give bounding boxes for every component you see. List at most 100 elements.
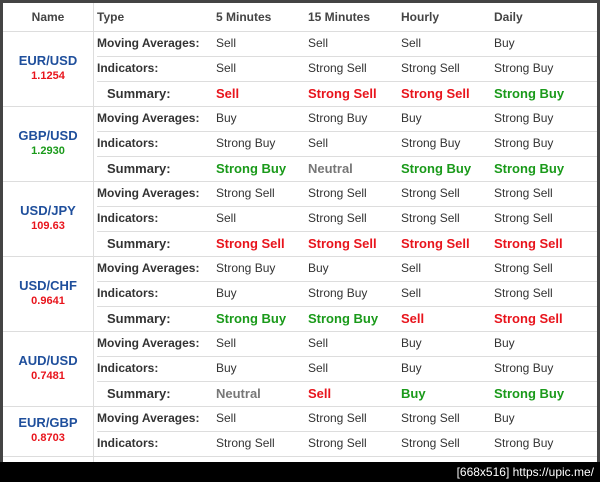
pair-name: AUD/USD: [18, 352, 78, 368]
divider: [97, 281, 597, 282]
divider: [97, 156, 597, 157]
row-label: Indicators:: [97, 61, 159, 75]
summary-value: Strong Buy: [216, 311, 287, 326]
signal-value: Strong Buy: [494, 436, 554, 450]
summary-value: Buy: [401, 386, 426, 401]
divider: [3, 256, 597, 257]
summary-value: Strong Sell: [216, 236, 285, 251]
divider: [3, 406, 597, 407]
row-label: Summary:: [107, 161, 171, 176]
divider: [3, 331, 597, 332]
summary-value: Strong Buy: [494, 86, 565, 101]
summary-value: Sell: [216, 86, 240, 101]
signal-value: Strong Sell: [308, 61, 367, 75]
row-label: Indicators:: [97, 361, 159, 375]
row-label: Indicators:: [97, 136, 159, 150]
signal-value: Strong Buy: [494, 111, 554, 125]
signal-value: Strong Sell: [494, 211, 553, 225]
signal-value: Sell: [308, 36, 329, 50]
summary-value: Neutral: [308, 161, 353, 176]
summary-value: Strong Sell: [401, 86, 470, 101]
signal-value: Strong Sell: [308, 211, 367, 225]
summary-value: Strong Sell: [494, 236, 563, 251]
signal-value: Sell: [216, 411, 237, 425]
footer: [668x516] https://upic.me/: [0, 462, 600, 482]
divider: [97, 131, 597, 132]
divider: [97, 306, 597, 307]
signal-value: Strong Buy: [216, 136, 276, 150]
signal-value: Buy: [401, 336, 422, 350]
column-header: Hourly: [401, 10, 440, 24]
divider: [3, 456, 597, 457]
signal-value: Strong Sell: [401, 211, 460, 225]
signal-value: Buy: [216, 361, 237, 375]
signal-value: Strong Sell: [308, 436, 367, 450]
pair-name: EUR/GBP: [18, 415, 78, 430]
row-label: Indicators:: [97, 211, 159, 225]
divider: [3, 181, 597, 182]
pair-name: USD/CHF: [19, 277, 77, 293]
signal-value: Sell: [401, 36, 422, 50]
signal-value: Sell: [216, 211, 237, 225]
row-label: Indicators:: [97, 436, 159, 450]
signal-value: Sell: [216, 61, 237, 75]
column-header: 5 Minutes: [216, 10, 272, 24]
signal-value: Strong Sell: [401, 436, 460, 450]
divider: [97, 56, 597, 57]
signal-value: Sell: [216, 336, 237, 350]
divider: [97, 356, 597, 357]
signal-value: Buy: [401, 361, 422, 375]
signal-value: Sell: [308, 361, 329, 375]
row-label: Moving Averages:: [97, 186, 200, 200]
signal-value: Strong Sell: [216, 436, 275, 450]
signal-value: Strong Sell: [494, 186, 553, 200]
summary-value: Strong Sell: [308, 86, 377, 101]
row-label: Indicators:: [97, 286, 159, 300]
summary-value: Sell: [401, 311, 425, 326]
summary-value: Strong Buy: [494, 386, 565, 401]
signal-value: Strong Sell: [494, 261, 553, 275]
summary-value: Strong Sell: [494, 311, 563, 326]
signal-value: Strong Buy: [216, 261, 276, 275]
signal-value: Strong Sell: [308, 186, 367, 200]
signal-value: Strong Buy: [494, 361, 554, 375]
signal-value: Buy: [308, 261, 329, 275]
signal-value: Sell: [401, 261, 422, 275]
divider: [97, 431, 597, 432]
row-label: Summary:: [107, 311, 171, 326]
row-label: Summary:: [107, 86, 171, 101]
signal-value: Strong Sell: [216, 186, 275, 200]
signal-value: Sell: [401, 286, 422, 300]
pair-price: 0.7481: [31, 369, 65, 382]
divider: [97, 81, 597, 82]
column-header: Type: [97, 10, 125, 24]
signal-value: Strong Sell: [401, 186, 460, 200]
pair-price: 109.63: [31, 219, 65, 232]
pair-price: 1.1254: [31, 69, 65, 82]
column-header: 15 Minutes: [308, 10, 371, 24]
pair-name: USD/JPY: [20, 202, 76, 218]
summary-value: Strong Buy: [401, 161, 472, 176]
signal-value: Buy: [494, 411, 515, 425]
summary-value: Strong Buy: [494, 161, 565, 176]
column-header: Name: [31, 10, 65, 24]
row-label: Moving Averages:: [97, 36, 200, 50]
signal-value: Buy: [401, 111, 422, 125]
signal-value: Strong Buy: [308, 286, 368, 300]
signal-value: Strong Sell: [401, 411, 460, 425]
summary-value: Strong Sell: [308, 236, 377, 251]
signal-value: Buy: [494, 336, 515, 350]
pair-name: EUR/USD: [18, 52, 78, 68]
pair-price: 0.8703: [31, 432, 65, 444]
signal-value: Strong Buy: [494, 61, 554, 75]
divider: [97, 381, 597, 382]
row-label: Moving Averages:: [97, 111, 200, 125]
summary-value: Strong Buy: [308, 311, 379, 326]
signal-value: Sell: [216, 36, 237, 50]
signal-value: Sell: [308, 336, 329, 350]
signal-value: Sell: [308, 136, 329, 150]
summary-value: Strong Buy: [216, 161, 287, 176]
signal-value: Buy: [216, 111, 237, 125]
summary-value: Sell: [308, 386, 332, 401]
